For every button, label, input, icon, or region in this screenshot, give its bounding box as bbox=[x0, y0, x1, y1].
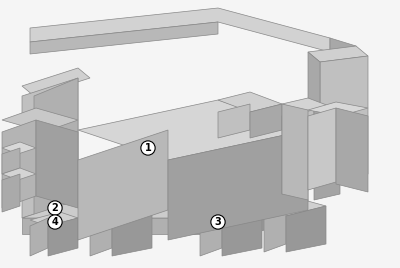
Polygon shape bbox=[264, 200, 326, 216]
Polygon shape bbox=[2, 174, 20, 212]
Polygon shape bbox=[218, 104, 250, 138]
Polygon shape bbox=[282, 98, 340, 116]
Polygon shape bbox=[48, 218, 78, 256]
Polygon shape bbox=[112, 214, 152, 256]
Polygon shape bbox=[22, 218, 252, 234]
Text: 3: 3 bbox=[215, 217, 221, 227]
Polygon shape bbox=[22, 78, 78, 218]
Polygon shape bbox=[90, 208, 152, 224]
Polygon shape bbox=[314, 110, 340, 200]
Polygon shape bbox=[282, 110, 314, 194]
Polygon shape bbox=[2, 120, 36, 208]
Polygon shape bbox=[30, 218, 48, 256]
Polygon shape bbox=[2, 142, 36, 154]
Polygon shape bbox=[250, 104, 282, 138]
Polygon shape bbox=[308, 108, 336, 190]
Polygon shape bbox=[308, 52, 320, 180]
Polygon shape bbox=[308, 46, 368, 62]
Polygon shape bbox=[218, 92, 282, 112]
Polygon shape bbox=[78, 100, 308, 160]
Polygon shape bbox=[2, 168, 36, 180]
Polygon shape bbox=[200, 204, 262, 220]
Text: 1: 1 bbox=[145, 143, 151, 153]
Text: 2: 2 bbox=[52, 203, 58, 213]
Polygon shape bbox=[2, 108, 78, 132]
Polygon shape bbox=[30, 212, 78, 226]
Polygon shape bbox=[200, 212, 222, 256]
Polygon shape bbox=[22, 200, 308, 218]
Polygon shape bbox=[330, 38, 356, 60]
Polygon shape bbox=[90, 216, 112, 256]
Polygon shape bbox=[336, 108, 368, 192]
Polygon shape bbox=[264, 208, 286, 252]
Polygon shape bbox=[286, 206, 326, 252]
Polygon shape bbox=[168, 130, 308, 240]
Text: 4: 4 bbox=[52, 217, 58, 227]
Polygon shape bbox=[222, 210, 262, 256]
Polygon shape bbox=[36, 120, 78, 208]
Polygon shape bbox=[320, 56, 368, 180]
Polygon shape bbox=[252, 200, 308, 234]
Polygon shape bbox=[78, 130, 168, 240]
Polygon shape bbox=[282, 104, 308, 200]
Polygon shape bbox=[2, 148, 20, 174]
Polygon shape bbox=[34, 78, 78, 218]
Polygon shape bbox=[22, 68, 90, 96]
Polygon shape bbox=[30, 8, 330, 52]
Polygon shape bbox=[308, 102, 368, 116]
Polygon shape bbox=[30, 22, 218, 54]
